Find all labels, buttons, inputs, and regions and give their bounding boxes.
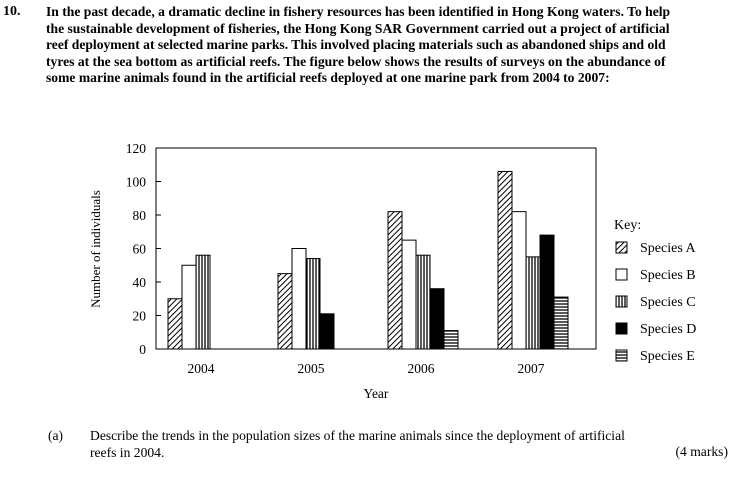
legend-label: Species D [640,322,696,337]
y-axis-label: Number of individuals [88,190,103,308]
part-label: (a) [48,428,64,443]
legend-swatch [615,241,628,254]
part-line: reefs in 2004. [90,444,165,460]
bar-species-e-2006 [443,330,459,350]
legend: Key: Species A Species B Species C Species … [614,218,696,364]
y-tick-label: 100 [126,175,147,190]
legend-label: Species A [640,241,696,256]
intro-line: reef deployment at selected marine parks… [46,37,666,52]
bar-species-b-2006 [401,239,417,350]
y-axis: 0 20 40 60 80 100 120 [126,141,161,357]
y-tick-label: 60 [133,242,147,257]
question-number: 10. [3,4,21,19]
bar-species-c-2005 [305,258,321,350]
bar-species-c-2006 [415,254,431,350]
bar-species-e-2007 [553,296,569,350]
question-intro: In the past decade, a dramatic decline i… [46,4,728,87]
y-tick-label: 120 [126,141,147,156]
x-axis: 2004 2005 2006 2007 [188,361,545,376]
bar-species-b-2007 [511,211,527,350]
bar-species-a-2005 [277,273,293,350]
part-line: Describe the trends in the population si… [90,428,625,443]
bar-species-c-2004 [195,254,211,350]
x-axis-label: Year [364,386,389,401]
bar-species-d-2007 [539,234,555,350]
bar-species-d-2005 [319,313,335,350]
y-tick-label: 40 [133,275,147,290]
bars [167,170,569,350]
x-tick-label: 2007 [518,361,545,376]
legend-label: Species E [640,349,695,364]
marks-label: (4 marks) [675,444,728,459]
intro-line: some marine animals found in the artific… [46,70,610,85]
y-tick-label: 0 [139,342,146,357]
y-tick-label: 20 [133,309,147,324]
legend-swatch [615,349,628,362]
bar-species-c-2007 [525,256,541,350]
intro-line: tyres at the sea bottom as artificial re… [46,53,666,69]
legend-label: Species B [640,268,696,283]
bar-species-d-2006 [429,288,445,350]
bar-species-b-2005 [291,248,307,350]
bar-species-b-2004 [181,264,197,350]
intro-line: In the past decade, a dramatic decline i… [46,4,671,19]
x-tick-label: 2005 [298,361,325,376]
bar-species-a-2007 [497,170,513,350]
intro-line: the sustainable development of fisheries… [46,20,670,36]
x-tick-label: 2004 [188,361,215,376]
legend-title: Key: [614,218,641,233]
legend-swatch [615,322,628,335]
part-text: Describe the trends in the population si… [90,428,726,461]
bar-species-a-2006 [387,211,403,350]
legend-swatch [615,268,628,281]
x-tick-label: 2006 [408,361,435,376]
y-tick-label: 80 [133,208,147,223]
bar-species-a-2004 [167,298,183,350]
legend-swatch [615,295,628,308]
legend-label: Species C [640,295,696,310]
